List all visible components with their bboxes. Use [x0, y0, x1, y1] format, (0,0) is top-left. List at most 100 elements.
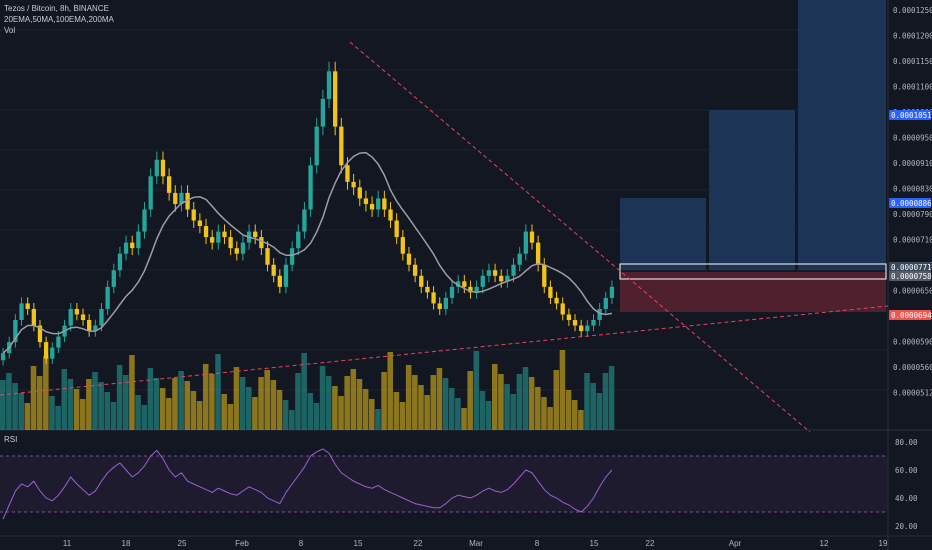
volume-bar	[43, 356, 49, 430]
candle-body	[499, 275, 504, 282]
candle-body	[425, 286, 430, 293]
candle-body	[468, 286, 473, 293]
volume-bar	[405, 365, 412, 430]
candle-body	[80, 314, 86, 320]
candle-body	[179, 192, 184, 204]
candle-body	[363, 198, 369, 204]
candle-body	[542, 264, 547, 287]
volume-bar	[178, 371, 184, 430]
candle-body	[148, 176, 153, 210]
candle-body	[228, 237, 233, 249]
candle-body	[31, 308, 36, 326]
candle-body	[443, 297, 449, 309]
volume-bar	[6, 373, 12, 430]
volume-bar	[492, 364, 498, 430]
volume-bar	[516, 374, 523, 430]
price-tag-label: 0.0001051	[891, 111, 932, 120]
volume-bar	[30, 366, 37, 430]
candle-body	[87, 320, 92, 332]
ascending-trendline	[0, 305, 889, 396]
volume-bar	[166, 398, 172, 430]
candle-body	[585, 325, 590, 332]
candle-body	[369, 203, 375, 210]
price-tick-label: 0.0001200	[893, 32, 932, 41]
volume-bar	[485, 401, 492, 430]
price-tick-label: 0.0000590	[893, 338, 932, 347]
candle-body	[376, 198, 381, 210]
volume-bar	[227, 404, 234, 430]
candle-body	[240, 242, 246, 254]
price-tick-label: 0.0000710	[893, 236, 932, 245]
volume-bar	[571, 400, 578, 430]
time-tick-label: 15	[590, 539, 599, 548]
candle-body	[160, 159, 166, 177]
price-tag-label: 0.0000771	[891, 263, 932, 272]
candle-body	[548, 286, 553, 298]
candle-body	[0, 353, 6, 361]
rsi-tick-label: 20.00	[895, 522, 918, 531]
candle-body	[142, 209, 147, 232]
price-tag	[889, 310, 931, 320]
candle-body	[74, 308, 80, 315]
volume-bar	[553, 370, 560, 430]
candle-body	[357, 187, 362, 199]
candle-body	[382, 198, 387, 210]
volume-bar	[123, 375, 129, 430]
volume-bar	[387, 352, 393, 430]
candle-body	[431, 292, 436, 304]
volume-bar	[325, 376, 332, 430]
price-tick-label: 0.0000830	[893, 185, 932, 194]
candle-body	[136, 231, 141, 249]
volume-bar	[412, 375, 418, 430]
candle-body	[609, 286, 615, 298]
volume-bar	[578, 410, 584, 430]
volume-bar	[541, 397, 547, 430]
candle-body	[437, 303, 442, 309]
volume-bar	[362, 389, 369, 430]
candle-body	[406, 253, 412, 265]
candle-body	[130, 242, 135, 249]
price-tag	[889, 271, 931, 281]
volume-bar	[528, 377, 535, 430]
time-tick-label: Mar	[469, 539, 483, 548]
volume-bar	[18, 393, 24, 430]
volume-bar	[455, 398, 461, 430]
volume-bar	[141, 405, 147, 430]
volume-bar	[332, 386, 338, 430]
volume-bar	[608, 366, 615, 430]
candle-body	[523, 231, 528, 254]
volume-bar	[479, 391, 486, 430]
candle-body	[283, 264, 289, 287]
chart-title: Tezos / Bitcoin, 8h, BINANCE	[4, 4, 109, 13]
volume-bar	[190, 391, 197, 430]
volume-bar	[221, 394, 227, 430]
candle-body	[302, 209, 307, 232]
volume-bar	[276, 390, 283, 430]
candle-body	[511, 264, 516, 276]
candle-body	[535, 242, 541, 265]
volume-bar	[202, 364, 209, 430]
volume-bar	[61, 369, 68, 430]
candle-body	[56, 336, 61, 348]
candle-body	[25, 303, 30, 309]
time-tick-label: 8	[535, 539, 540, 548]
volume-bar	[92, 372, 98, 430]
candle-body	[412, 264, 418, 276]
volume-bar	[147, 368, 154, 430]
volume-bar	[270, 380, 277, 430]
candle-body	[566, 314, 572, 320]
volume-bar	[338, 396, 344, 430]
price-tick-label: 0.0000512	[893, 389, 932, 398]
time-tick-label: 22	[414, 539, 423, 548]
candle-body	[579, 325, 584, 332]
target-zone-1	[620, 198, 706, 270]
candle-body	[203, 226, 209, 238]
volume-bar	[24, 403, 31, 430]
volume-bar	[258, 377, 264, 430]
candle-body	[572, 320, 578, 326]
volume-bar	[86, 379, 92, 430]
moving-average-line	[2, 151, 613, 354]
price-tag-label: 0.0000886	[891, 199, 932, 208]
candle-body	[308, 165, 313, 210]
candle-body	[50, 347, 55, 359]
